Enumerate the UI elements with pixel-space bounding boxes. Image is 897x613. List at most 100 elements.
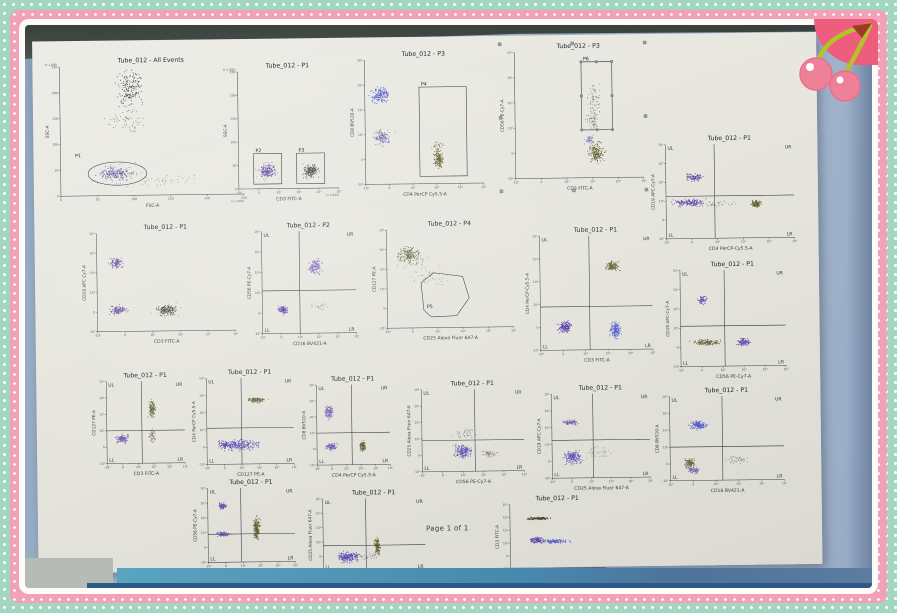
svg-text:0: 0	[203, 445, 205, 449]
svg-text:-10²: -10²	[513, 180, 520, 184]
svg-text:UL: UL	[208, 379, 214, 385]
svg-text:UR: UR	[643, 236, 650, 242]
scatter-cluster	[688, 338, 726, 346]
screen-bottom-strip	[87, 583, 872, 588]
flow-plot-1: Tube_012 - All Events 0 50 100 150 200 250 0 50 1…	[45, 57, 247, 209]
svg-text:200: 200	[205, 196, 211, 200]
svg-text:-10²: -10²	[658, 237, 665, 241]
plot-axes	[261, 231, 357, 335]
plot-axes	[539, 236, 653, 351]
svg-text:0: 0	[511, 151, 513, 155]
svg-text:P3: P3	[298, 148, 304, 154]
svg-text:LL: LL	[543, 344, 549, 350]
x-axis-label: CD25 Alexa Fluor 647-A	[423, 335, 479, 342]
scatter-cluster	[147, 398, 157, 419]
scatter-cluster	[562, 449, 584, 466]
flow-plot-15: Tube_012 - P1-10² 0 10² 10³ 10⁴ 10⁵-10²010²10…	[536, 384, 654, 492]
svg-text:P4: P4	[421, 82, 427, 88]
selection-handle	[497, 42, 502, 47]
svg-text:0: 0	[383, 307, 385, 311]
svg-text:(x 1,000): (x 1,000)	[45, 63, 58, 67]
scatter-cluster	[587, 140, 607, 165]
svg-text:-10²: -10²	[507, 177, 514, 181]
scatter-cluster	[587, 83, 601, 119]
page-footer: Page 1 of 1	[426, 524, 469, 533]
svg-text:10²: 10²	[380, 287, 386, 291]
svg-text:10³: 10³	[90, 271, 96, 275]
svg-text:10²: 10²	[276, 190, 282, 194]
svg-text:10³: 10³	[508, 101, 514, 105]
svg-text:0: 0	[540, 180, 542, 184]
gate-P3	[296, 152, 326, 184]
plot-title: Tube_012 - P1	[228, 479, 272, 487]
plot-title: Tube_012 - P1	[450, 380, 494, 388]
flow-plot-14: Tube_012 - P1-10² 0 10² 10³ 10⁴ 10⁵-10²010²10…	[406, 380, 528, 485]
scatter-cluster	[562, 419, 579, 426]
svg-text:10²: 10²	[564, 180, 570, 184]
svg-text:10²: 10²	[100, 429, 106, 433]
svg-text:250: 250	[241, 196, 247, 200]
x-axis-label: CD16 BV421-A	[293, 341, 328, 347]
svg-text:-10²: -10²	[678, 368, 685, 372]
selection-handle	[644, 187, 649, 192]
flow-plot-2: Tube_012 - P1-10² 0 10² 10³ 10⁴ 10⁵0501001502…	[223, 62, 343, 202]
scatter-cluster	[216, 531, 233, 538]
plot-title: Tube_012 - P1	[265, 62, 309, 70]
svg-text:0: 0	[258, 191, 260, 195]
gate-P1	[87, 161, 147, 186]
scatter-cluster	[481, 450, 499, 458]
svg-text:LL: LL	[209, 458, 215, 464]
svg-text:10⁵: 10⁵	[357, 59, 363, 63]
scatter-cluster	[114, 433, 129, 445]
svg-text:10²: 10²	[150, 333, 156, 337]
svg-text:10⁵: 10⁵	[481, 185, 487, 189]
scatter-cluster	[108, 257, 124, 270]
y-axis-label: CD8 BV510-A	[301, 411, 307, 440]
x-axis-label: CD56 PE-Cy7-A	[456, 479, 492, 485]
svg-text:10⁴: 10⁴	[533, 257, 539, 261]
svg-text:UR: UR	[785, 144, 792, 150]
plot-title: Tube_012 - P1	[330, 375, 374, 383]
svg-text:10⁵: 10⁵	[658, 143, 664, 147]
scatter-cluster	[373, 536, 381, 555]
scatter-cluster	[368, 86, 390, 105]
svg-text:10⁵: 10⁵	[254, 230, 260, 234]
svg-text:LR: LR	[286, 457, 293, 463]
scatter-cluster	[697, 295, 708, 305]
svg-text:0: 0	[361, 158, 363, 162]
y-axis-label: CD4 PerCP-Cy5.5-A	[524, 273, 531, 314]
svg-text:10³: 10³	[380, 267, 386, 271]
svg-text:-10²: -10²	[254, 332, 261, 336]
svg-text:10⁴: 10⁴	[99, 396, 105, 400]
svg-text:10³: 10³	[255, 271, 261, 275]
scatter-cluster	[724, 456, 748, 464]
x-axis-label: CD3 FITC-A	[134, 471, 160, 477]
plot-axes	[665, 144, 795, 240]
y-axis-label: CD56 PE-Cy7-A	[499, 99, 505, 132]
svg-text:10³: 10³	[742, 368, 748, 372]
scatter-cluster	[310, 303, 328, 311]
x-axis-label: CD25 Alexa Fluor 647-A	[574, 485, 630, 492]
scatter-cluster	[526, 516, 552, 521]
scatter-cluster	[750, 199, 762, 209]
svg-text:10³: 10³	[533, 280, 539, 284]
scatter-cluster	[686, 172, 704, 183]
svg-text:10⁵: 10⁵	[673, 269, 679, 273]
svg-text:0: 0	[677, 345, 679, 349]
flow-plot-9: Tube_012 - P1 -10² 0 10² 10³ 10⁴ 10⁵ -10² 0 10² 10…	[524, 226, 656, 363]
svg-text:LL: LL	[668, 233, 674, 239]
svg-text:10²: 10²	[715, 240, 721, 244]
plot-title: Tube_012 - P4	[427, 220, 471, 228]
svg-text:UR: UR	[285, 378, 292, 384]
svg-text:10²: 10²	[200, 428, 206, 432]
svg-text:10³: 10³	[434, 185, 440, 189]
svg-text:150: 150	[230, 117, 236, 121]
svg-text:10⁴: 10⁴	[206, 332, 212, 336]
window-bottom-bar	[117, 568, 872, 585]
svg-text:10²: 10²	[255, 291, 261, 295]
scatter-cluster	[671, 198, 707, 208]
svg-text:150: 150	[168, 197, 174, 201]
y-axis-label: SSC-A	[223, 124, 229, 137]
plot-axes	[322, 499, 426, 572]
svg-text:10⁵: 10⁵	[379, 228, 385, 232]
